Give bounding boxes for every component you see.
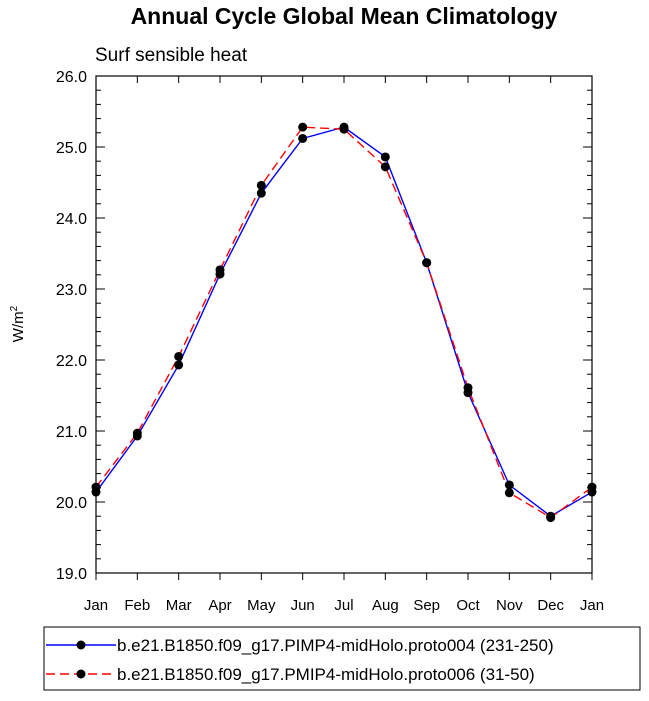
chart-subtitle: Surf sensible heat xyxy=(95,45,248,66)
chart-title: Annual Cycle Global Mean Climatology xyxy=(131,3,558,29)
series-2-point xyxy=(174,351,184,361)
series-layer xyxy=(91,122,597,523)
series-2-point xyxy=(422,258,432,268)
legend-box xyxy=(43,626,641,691)
series-2-point xyxy=(504,488,514,498)
y-tick-label: 20.0 xyxy=(56,495,87,512)
series-2-point xyxy=(215,265,225,275)
series-line-2 xyxy=(95,126,593,519)
x-tick-label: Mar xyxy=(166,597,192,614)
x-tick-label: Dec xyxy=(537,597,564,614)
series-2-point xyxy=(587,482,597,492)
series-1-point xyxy=(298,133,308,143)
y-tick-label: 21.0 xyxy=(56,424,87,441)
series-1-point xyxy=(380,152,390,162)
x-tick-label: Jun xyxy=(291,597,315,614)
x-tick-label: Apr xyxy=(208,597,231,614)
x-tick-label: Nov xyxy=(496,597,523,614)
x-tick-label: Oct xyxy=(456,597,480,614)
legend: b.e21.B1850.f09_g17.PIMP4-midHolo.proto0… xyxy=(43,626,641,691)
x-tick-label: Jan xyxy=(84,597,108,614)
series-2-point xyxy=(298,122,308,132)
x-tick-label: Feb xyxy=(124,597,150,614)
series-1-point xyxy=(504,480,514,490)
series-1-point xyxy=(174,360,184,370)
series-2-point xyxy=(91,482,101,492)
axes: 19.0 20.0 21.0 22.0 23.0 24.0 25.0 26.0 Jan Feb Ma… xyxy=(56,69,604,614)
series-2-point xyxy=(132,428,142,438)
y-axis-label: W/m2 xyxy=(9,305,27,342)
series-2-point xyxy=(546,513,556,523)
legend-marker-1 xyxy=(76,640,86,650)
x-tick-label: Sep xyxy=(413,597,440,614)
x-tick-label: Aug xyxy=(372,597,399,614)
y-tick-label: 19.0 xyxy=(56,566,87,583)
series-line-1 xyxy=(95,126,593,518)
series-1-point xyxy=(256,188,266,198)
x-tick-label: May xyxy=(247,597,276,614)
y-tick-label: 22.0 xyxy=(56,353,87,370)
legend-label-1: b.e21.B1850.f09_g17.PIMP4-midHolo.proto0… xyxy=(117,636,554,655)
series-2-point xyxy=(339,124,349,134)
y-tick-label: 25.0 xyxy=(56,140,87,157)
legend-marker-2 xyxy=(76,669,86,679)
legend-label-2: b.e21.B1850.f09_g17.PMIP4-midHolo.proto0… xyxy=(117,665,535,684)
series-2-point xyxy=(380,162,390,172)
y-tick-label: 26.0 xyxy=(56,69,87,86)
series-2-point xyxy=(463,383,473,393)
y-tick-label: 24.0 xyxy=(56,211,87,228)
series-2-point xyxy=(256,180,266,190)
x-tick-label: Jan xyxy=(580,597,604,614)
y-tick-label: 23.0 xyxy=(56,282,87,299)
x-tick-label: Jul xyxy=(334,597,353,614)
